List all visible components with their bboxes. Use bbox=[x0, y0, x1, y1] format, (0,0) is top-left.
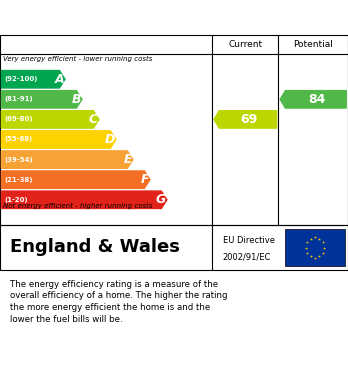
Text: A: A bbox=[54, 73, 64, 86]
Text: England & Wales: England & Wales bbox=[10, 239, 180, 256]
Text: (81-91): (81-91) bbox=[4, 96, 33, 102]
Polygon shape bbox=[214, 111, 277, 128]
Text: 69: 69 bbox=[240, 113, 258, 126]
Text: (1-20): (1-20) bbox=[4, 197, 28, 203]
Text: (55-68): (55-68) bbox=[4, 136, 32, 142]
Text: Energy Efficiency Rating: Energy Efficiency Rating bbox=[10, 10, 220, 25]
Polygon shape bbox=[1, 91, 82, 108]
Text: Very energy efficient - lower running costs: Very energy efficient - lower running co… bbox=[3, 56, 153, 62]
Text: E: E bbox=[124, 153, 132, 166]
Text: G: G bbox=[156, 193, 166, 206]
Text: 2002/91/EC: 2002/91/EC bbox=[223, 252, 271, 261]
Text: (69-80): (69-80) bbox=[4, 117, 33, 122]
Text: Not energy efficient - higher running costs: Not energy efficient - higher running co… bbox=[3, 203, 153, 209]
Text: (39-54): (39-54) bbox=[4, 156, 33, 163]
Polygon shape bbox=[280, 91, 346, 108]
Text: 84: 84 bbox=[308, 93, 325, 106]
Polygon shape bbox=[1, 131, 116, 148]
Polygon shape bbox=[1, 171, 150, 188]
Text: EU Directive: EU Directive bbox=[223, 236, 275, 245]
Text: C: C bbox=[89, 113, 98, 126]
Polygon shape bbox=[1, 111, 99, 128]
Text: Potential: Potential bbox=[293, 40, 333, 49]
Polygon shape bbox=[1, 151, 133, 168]
Text: The energy efficiency rating is a measure of the
overall efficiency of a home. T: The energy efficiency rating is a measur… bbox=[10, 280, 228, 324]
Polygon shape bbox=[1, 191, 167, 208]
Text: Current: Current bbox=[228, 40, 262, 49]
Text: B: B bbox=[71, 93, 81, 106]
Text: (92-100): (92-100) bbox=[4, 76, 38, 82]
Text: D: D bbox=[104, 133, 115, 146]
Polygon shape bbox=[1, 70, 65, 88]
Text: F: F bbox=[140, 173, 149, 186]
Bar bbox=[285, 229, 345, 266]
Text: (21-38): (21-38) bbox=[4, 177, 33, 183]
